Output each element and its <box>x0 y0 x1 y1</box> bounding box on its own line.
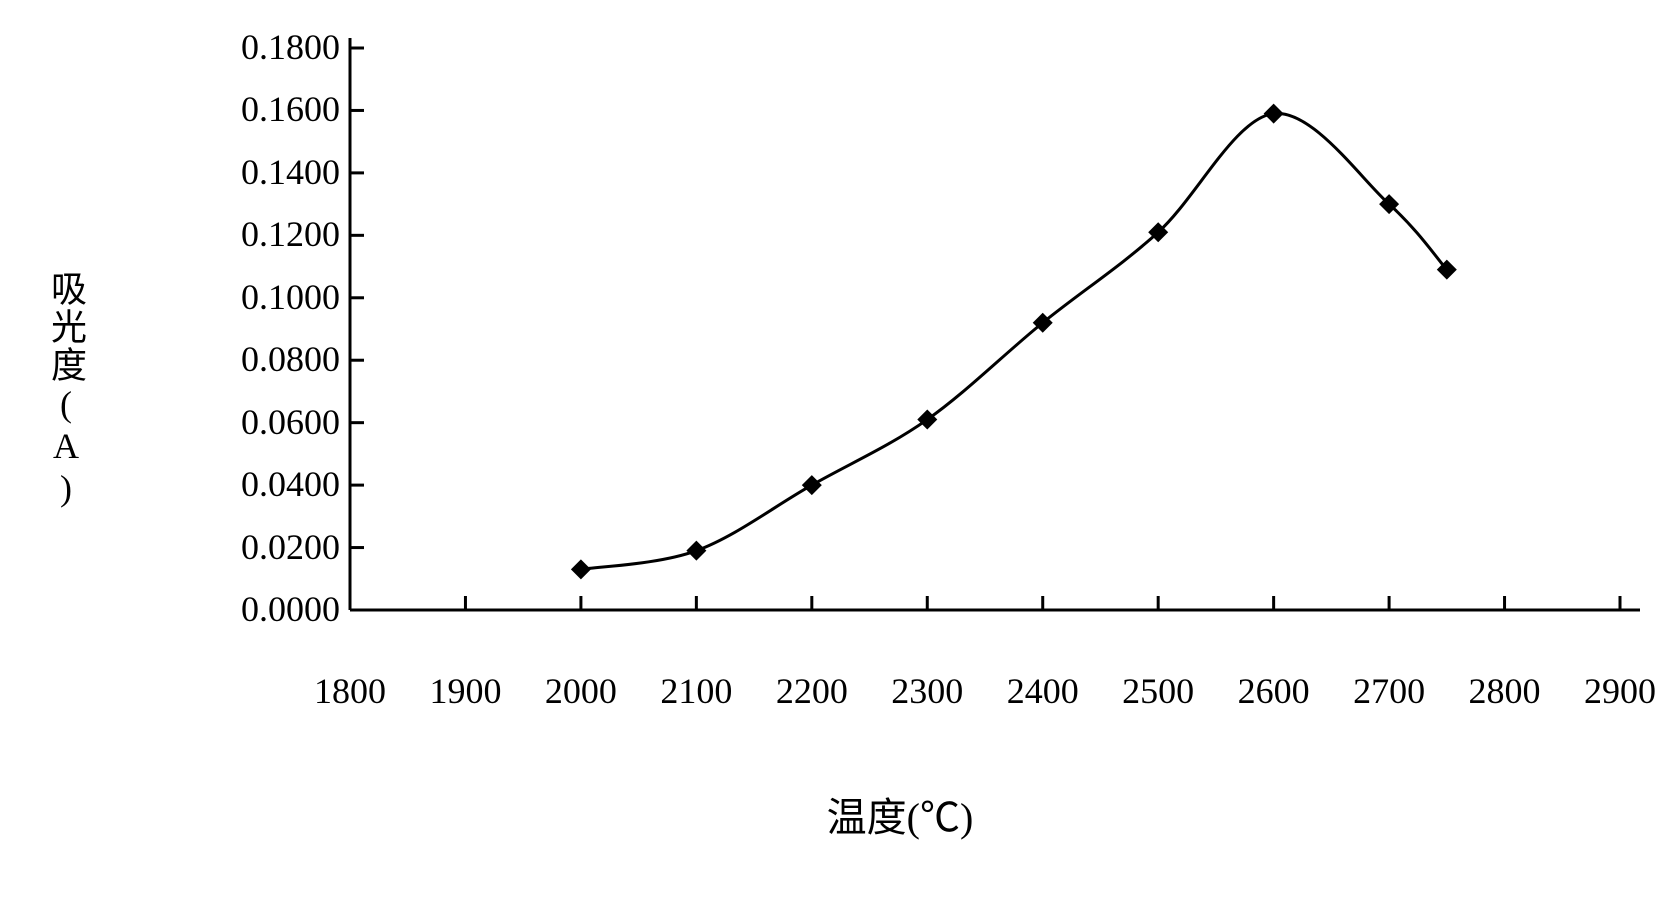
x-tick-label: 2800 <box>1469 670 1541 712</box>
y-tick-label: 0.1400 <box>200 151 340 193</box>
x-tick-label: 2900 <box>1584 670 1656 712</box>
data-marker <box>571 559 591 579</box>
x-tick-label: 2600 <box>1238 670 1310 712</box>
x-tick-label: 2400 <box>1007 670 1079 712</box>
data-marker <box>1264 104 1284 124</box>
y-tick-label: 0.0200 <box>200 526 340 568</box>
y-tick-label: 0.1000 <box>200 276 340 318</box>
x-tick-label: 2100 <box>660 670 732 712</box>
data-marker <box>686 541 706 561</box>
x-tick-label: 2300 <box>891 670 963 712</box>
chart-container: 吸光度(A) 温度(℃) 0.00000.02000.04000.06000.0… <box>20 20 1674 903</box>
x-tick-label: 1800 <box>314 670 386 712</box>
y-tick-label: 0.1600 <box>200 88 340 130</box>
x-tick-label: 2700 <box>1353 670 1425 712</box>
x-tick-label: 1900 <box>429 670 501 712</box>
y-tick-label: 0.0800 <box>200 338 340 380</box>
y-tick-label: 0.0400 <box>200 463 340 505</box>
x-tick-label: 2500 <box>1122 670 1194 712</box>
data-line <box>581 113 1447 569</box>
y-tick-label: 0.0000 <box>200 588 340 630</box>
y-tick-label: 0.1200 <box>200 213 340 255</box>
x-tick-label: 2000 <box>545 670 617 712</box>
y-tick-label: 0.0600 <box>200 401 340 443</box>
y-tick-label: 0.1800 <box>200 26 340 68</box>
x-tick-label: 2200 <box>776 670 848 712</box>
data-marker <box>917 410 937 430</box>
data-marker <box>802 475 822 495</box>
